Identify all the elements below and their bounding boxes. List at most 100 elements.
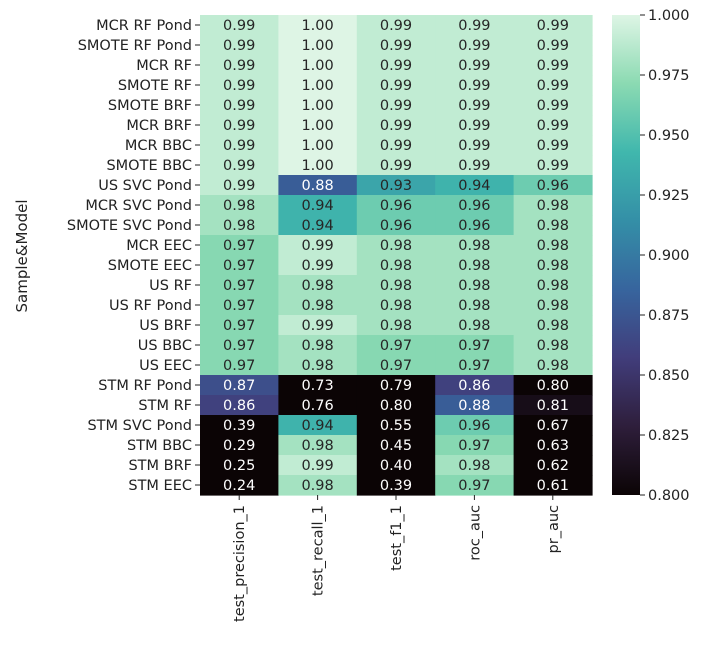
colorbar-tick-label: 0.900 bbox=[648, 248, 690, 264]
heatmap-cell bbox=[356, 435, 436, 456]
row-tick-label: SMOTE EEC bbox=[108, 258, 192, 274]
heatmap-cell bbox=[435, 255, 515, 276]
heatmap-cell bbox=[356, 395, 436, 416]
cell-value-label: 0.98 bbox=[458, 318, 490, 334]
heatmap-cell bbox=[435, 215, 515, 236]
cell-value-label: 0.97 bbox=[458, 338, 490, 354]
cell-value-label: 0.80 bbox=[537, 378, 569, 394]
row-tick-label: SMOTE RF Pond bbox=[78, 38, 192, 54]
heatmap-cell bbox=[356, 415, 436, 436]
cell-value-label: 0.86 bbox=[458, 378, 490, 394]
cell-value-label: 0.99 bbox=[301, 238, 333, 254]
cell-value-label: 0.98 bbox=[301, 298, 333, 314]
heatmap-cell bbox=[513, 215, 593, 236]
row-tick-label: MCR EEC bbox=[126, 238, 192, 254]
heatmap-cell bbox=[200, 475, 279, 496]
cell-value-label: 0.97 bbox=[223, 298, 255, 314]
cell-value-label: 0.96 bbox=[458, 198, 490, 214]
heatmap-cell bbox=[278, 335, 358, 356]
heatmap-cell bbox=[278, 15, 358, 36]
heatmap-cell bbox=[435, 175, 515, 196]
heatmap-cell bbox=[513, 175, 593, 196]
heatmap-cell bbox=[513, 475, 593, 496]
cell-value-label: 0.98 bbox=[223, 198, 255, 214]
heatmap-cell bbox=[435, 455, 515, 476]
heatmap-cell bbox=[278, 275, 358, 296]
cell-value-label: 0.98 bbox=[380, 278, 412, 294]
cell-value-label: 0.98 bbox=[301, 338, 333, 354]
heatmap-cell bbox=[278, 355, 358, 376]
cell-value-label: 0.97 bbox=[223, 318, 255, 334]
cell-value-label: 0.97 bbox=[223, 358, 255, 374]
row-tick-label: MCR BRF bbox=[126, 118, 192, 134]
heatmap-cell bbox=[513, 315, 593, 336]
colorbar-tick-label: 0.925 bbox=[648, 188, 690, 204]
heatmap-cell bbox=[356, 135, 436, 156]
cell-value-label: 0.98 bbox=[537, 318, 569, 334]
cell-value-label: 0.25 bbox=[223, 458, 255, 474]
heatmap-cell bbox=[513, 275, 593, 296]
cell-value-label: 0.99 bbox=[537, 78, 569, 94]
heatmap-cell bbox=[200, 275, 279, 296]
heatmap-cell bbox=[278, 255, 358, 276]
cell-value-label: 0.99 bbox=[537, 158, 569, 174]
heatmap-cell bbox=[356, 155, 436, 176]
colorbar: 0.800 0.825 0.850 0.875 0.900 0.925 0.950 0.975… bbox=[612, 8, 690, 504]
heatmap-cell bbox=[278, 295, 358, 316]
heatmap-cell bbox=[356, 315, 436, 336]
colorbar-tick-label: 1.000 bbox=[648, 8, 690, 24]
cell-value-label: 0.94 bbox=[301, 218, 333, 234]
heatmap-cell bbox=[356, 55, 436, 76]
cell-value-label: 0.97 bbox=[458, 358, 490, 374]
heatmap-cell bbox=[435, 55, 515, 76]
heatmap-cell bbox=[278, 375, 358, 396]
heatmap-cell bbox=[435, 195, 515, 216]
heatmap-cell bbox=[513, 335, 593, 356]
column-tick-label: test_precision_1 bbox=[232, 505, 248, 622]
heatmap-cell bbox=[356, 235, 436, 256]
cell-value-label: 0.63 bbox=[537, 438, 569, 454]
row-tick-label: US RF Pond bbox=[109, 298, 192, 314]
cell-value-label: 1.00 bbox=[301, 138, 333, 154]
column-tick-label: pr_auc bbox=[546, 505, 562, 553]
heatmap-cell bbox=[278, 215, 358, 236]
heatmap-cell bbox=[278, 475, 358, 496]
cell-value-label: 0.99 bbox=[380, 138, 412, 154]
column-tick-label: test_f1_1 bbox=[389, 505, 405, 571]
heatmap-cell bbox=[200, 415, 279, 436]
cell-value-label: 0.99 bbox=[458, 18, 490, 34]
row-tick-label: US BRF bbox=[139, 318, 192, 334]
heatmap-cell bbox=[435, 375, 515, 396]
cell-value-label: 0.79 bbox=[380, 378, 412, 394]
cell-value-label: 0.99 bbox=[223, 18, 255, 34]
cell-value-label: 0.39 bbox=[380, 478, 412, 494]
heatmap-cell bbox=[435, 15, 515, 36]
row-tick-label: SMOTE BRF bbox=[108, 98, 192, 114]
heatmap-cell bbox=[200, 35, 279, 56]
heatmap-cell bbox=[513, 455, 593, 476]
colorbar-tick-label: 0.975 bbox=[648, 68, 690, 84]
heatmap-cell bbox=[435, 75, 515, 96]
heatmap-cell bbox=[356, 355, 436, 376]
cell-value-label: 0.62 bbox=[537, 458, 569, 474]
column-tick-label: test_recall_1 bbox=[311, 505, 327, 596]
heatmap-cell bbox=[356, 375, 436, 396]
heatmap-cell bbox=[356, 95, 436, 116]
heatmap-cell bbox=[200, 435, 279, 456]
heatmap-cell bbox=[356, 295, 436, 316]
heatmap-cells bbox=[200, 15, 593, 496]
heatmap-cell bbox=[278, 195, 358, 216]
cell-value-label: 0.98 bbox=[537, 298, 569, 314]
cell-value-label: 0.99 bbox=[223, 158, 255, 174]
cell-value-label: 0.99 bbox=[458, 38, 490, 54]
y-axis-label: Sample&Model bbox=[13, 200, 31, 313]
cell-value-label: 0.98 bbox=[458, 238, 490, 254]
cell-value-label: 0.88 bbox=[301, 178, 333, 194]
cell-value-label: 0.99 bbox=[537, 18, 569, 34]
cell-value-label: 0.99 bbox=[380, 58, 412, 74]
heatmap-cell bbox=[278, 315, 358, 336]
heatmap-cell bbox=[356, 195, 436, 216]
row-tick-labels: MCR RF Pond SMOTE RF Pond MCR RF SMOTE RF SM… bbox=[67, 18, 200, 494]
